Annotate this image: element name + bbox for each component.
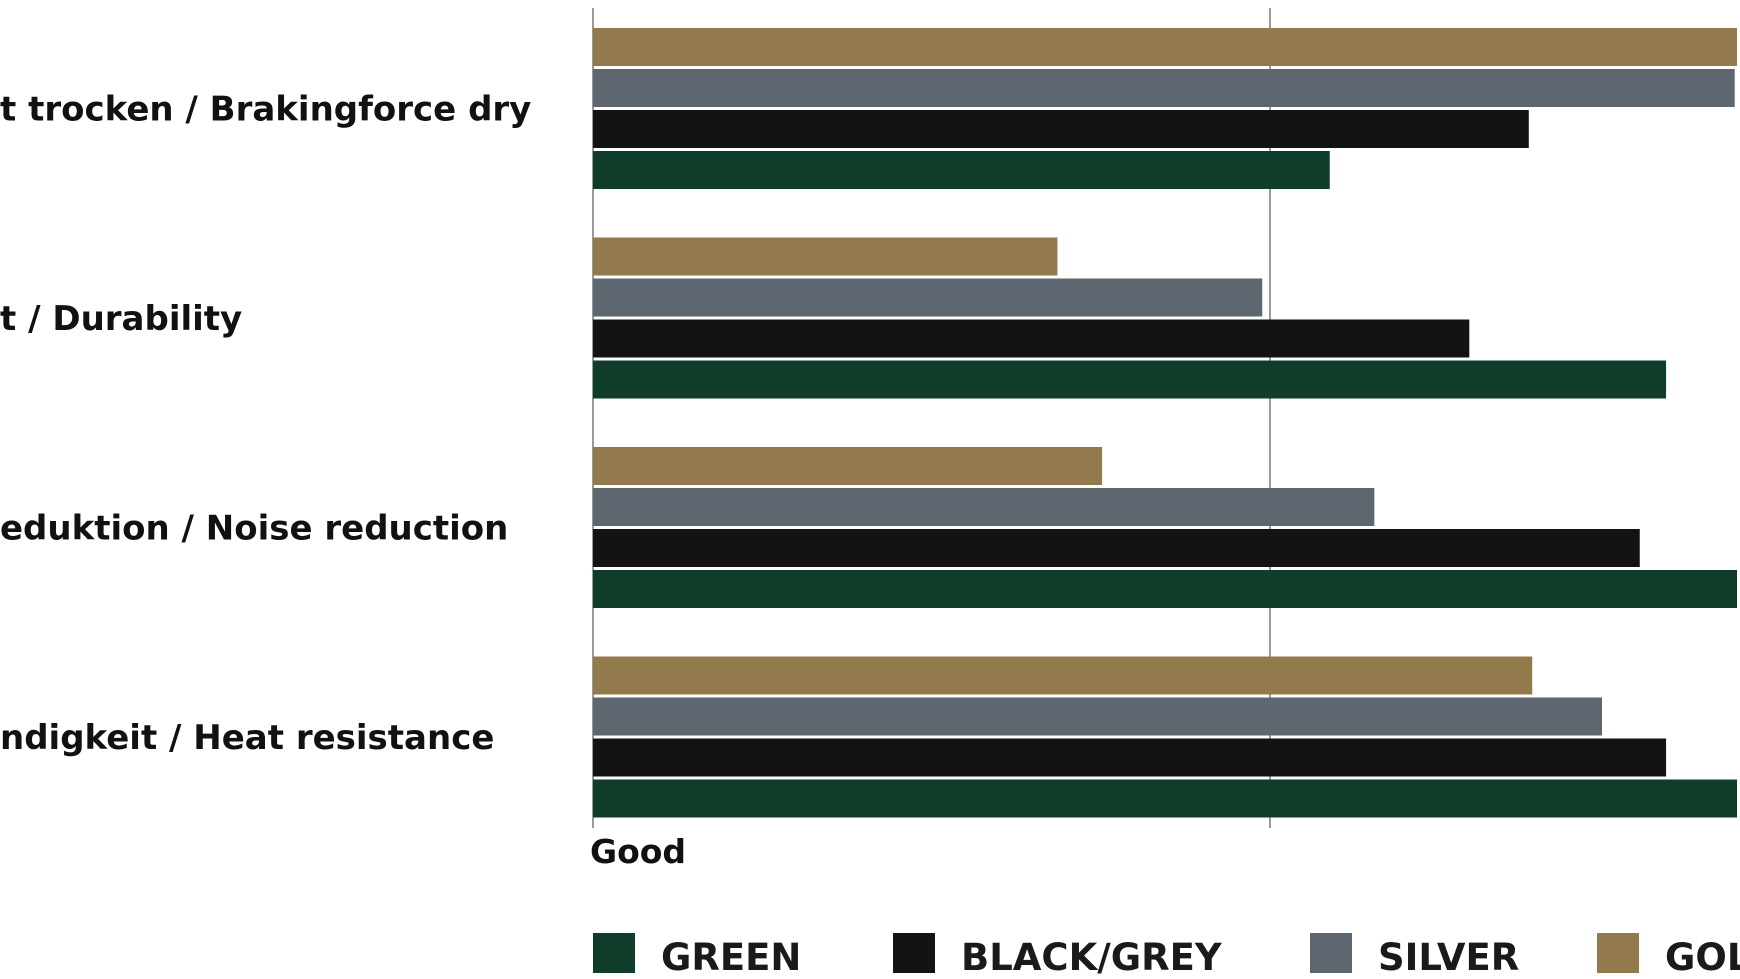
- x-tick-label-good: Good: [590, 832, 686, 871]
- x-axis-ticks: Good: [590, 832, 686, 871]
- category-label-4: ndigkeit / Heat resistance: [0, 718, 494, 758]
- bar-silver-2: [593, 278, 1263, 317]
- bar-silver-1: [593, 69, 1735, 107]
- bar-gol-2: [593, 237, 1058, 276]
- legend-swatch-black-grey: [893, 933, 935, 973]
- bar-green-1: [593, 151, 1330, 189]
- bar-gol-1: [593, 28, 1737, 66]
- bar-black-grey-4: [593, 738, 1667, 777]
- bars-layer: [593, 28, 1737, 818]
- bar-green-2: [593, 360, 1667, 399]
- category-label-3: eduktion / Noise reduction: [0, 509, 508, 549]
- bar-gol-4: [593, 656, 1533, 695]
- legend-label-black-grey: BLACK/GREY: [961, 936, 1223, 979]
- bar-silver-4: [593, 697, 1603, 736]
- bar-black-grey-1: [593, 110, 1529, 148]
- legend-swatch-silver: [1310, 933, 1352, 973]
- legend: GREEN BLACK/GREY SILVER GOL: [593, 933, 1740, 979]
- bar-black-grey-2: [593, 319, 1470, 358]
- bar-green-4: [593, 779, 1737, 818]
- bar-black-grey-3: [593, 529, 1640, 567]
- legend-swatch-green: [593, 933, 635, 973]
- bar-silver-3: [593, 488, 1375, 526]
- bar-green-3: [593, 570, 1737, 608]
- category-labels: t trocken / Brakingforce dry t / Durabili…: [0, 90, 531, 759]
- category-label-2: t / Durability: [0, 299, 242, 339]
- bar-gol-3: [593, 447, 1103, 485]
- legend-label-silver: SILVER: [1378, 936, 1519, 979]
- category-label-1: t trocken / Brakingforce dry: [0, 90, 531, 130]
- legend-label-green: GREEN: [661, 936, 801, 979]
- legend-swatch-gol: [1597, 933, 1639, 973]
- legend-label-gol: GOL: [1665, 936, 1740, 979]
